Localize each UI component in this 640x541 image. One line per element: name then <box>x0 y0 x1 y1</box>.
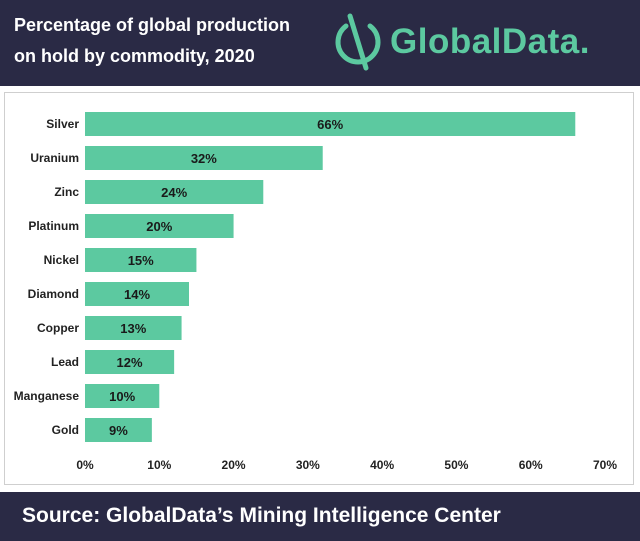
category-label: Zinc <box>54 185 79 199</box>
x-tick-label: 40% <box>370 458 394 472</box>
chart-title-line-1: Percentage of global production <box>14 15 291 35</box>
category-label: Nickel <box>44 253 79 267</box>
data-label: 32% <box>191 151 217 166</box>
header-banner: Percentage of global production on hold … <box>0 0 640 86</box>
globaldata-logo-icon <box>335 13 381 71</box>
bar-zinc <box>85 180 264 204</box>
category-label: Diamond <box>28 287 79 301</box>
x-tick-label: 30% <box>296 458 320 472</box>
data-label: 10% <box>109 389 135 404</box>
bar-platinum <box>85 214 234 238</box>
bar-silver <box>85 112 576 136</box>
data-label: 66% <box>317 117 343 132</box>
x-tick-label: 20% <box>222 458 246 472</box>
x-tick-label: 10% <box>147 458 171 472</box>
bar-copper <box>85 316 182 340</box>
x-tick-label: 0% <box>76 458 94 472</box>
x-tick-label: 60% <box>519 458 543 472</box>
category-label: Uranium <box>30 151 79 165</box>
source-note: Source: GlobalData’s Mining Intelligence… <box>22 504 501 527</box>
bar-manganese <box>85 384 160 408</box>
category-label: Copper <box>37 321 79 335</box>
category-label: Silver <box>46 117 79 131</box>
category-label: Lead <box>51 355 79 369</box>
bar-uranium <box>85 146 323 170</box>
data-label: 14% <box>124 287 150 302</box>
data-label: 12% <box>117 355 143 370</box>
category-label: Gold <box>52 423 79 437</box>
data-label: 20% <box>146 219 172 234</box>
data-label: 13% <box>120 321 146 336</box>
data-label: 9% <box>109 423 128 438</box>
footer-banner: Source: GlobalData’s Mining Intelligence… <box>0 492 640 541</box>
bar-diamond <box>85 282 189 306</box>
chart-title-line-2: on hold by commodity, 2020 <box>14 46 255 66</box>
bar-gold <box>85 418 152 442</box>
category-label: Manganese <box>14 389 80 403</box>
category-label: Platinum <box>28 219 79 233</box>
globaldata-logo: GlobalData. <box>330 12 630 72</box>
globaldata-logo-text: GlobalData. <box>390 22 590 61</box>
bar-chart: Silver 66% Uranium 32% Zinc 24% Platinum 20% Nic… <box>14 112 617 472</box>
plot-area: Silver 66% Uranium 32% Zinc 24% Platinum 20% Nic… <box>4 92 634 485</box>
bar-lead <box>85 350 175 374</box>
x-tick-label: 50% <box>444 458 468 472</box>
data-label: 24% <box>161 185 187 200</box>
data-label: 15% <box>128 253 154 268</box>
x-tick-label: 70% <box>593 458 617 472</box>
chart-title: Percentage of global production on hold … <box>14 10 334 72</box>
bar-nickel <box>85 248 197 272</box>
